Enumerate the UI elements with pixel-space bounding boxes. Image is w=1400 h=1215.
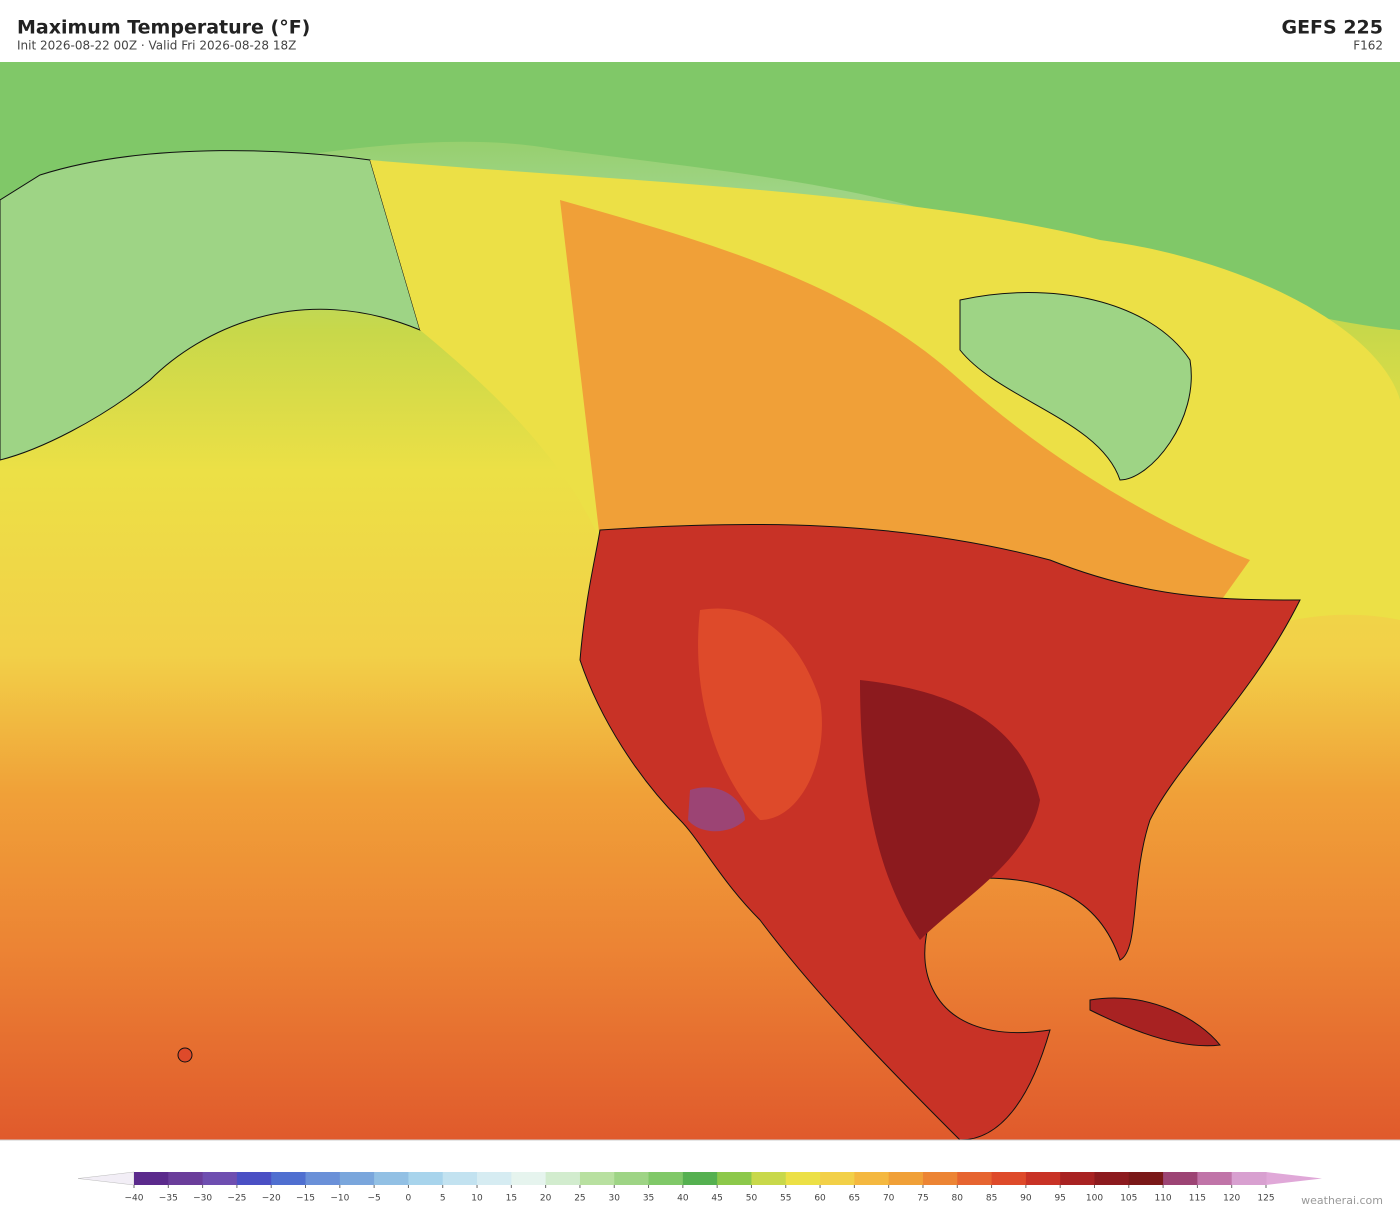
colorbar-tick-label: 10 [471, 1194, 483, 1204]
colorbar-swatch [785, 1172, 821, 1185]
colorbar-swatch [717, 1172, 752, 1185]
colorbar-tick-label: 95 [1054, 1194, 1065, 1204]
colorbar-swatch [1060, 1172, 1095, 1185]
colorbar-swatch [1231, 1172, 1267, 1185]
colorbar-swatch [339, 1172, 375, 1185]
colorbar-tick-label: 80 [952, 1194, 964, 1204]
colorbar-tick-label: 15 [506, 1194, 517, 1204]
colorbar-tick-label: −30 [193, 1194, 212, 1204]
colorbar-tick-label: 0 [406, 1194, 412, 1204]
colorbar-tick-label: −20 [262, 1194, 281, 1204]
colorbar-tick-label: 70 [883, 1194, 895, 1204]
hawaii [177, 1047, 193, 1063]
colorbar-swatch [648, 1172, 684, 1185]
colorbar-swatch [545, 1172, 581, 1185]
colorbar-swatch [820, 1172, 855, 1185]
colorbar-swatch [134, 1172, 169, 1185]
colorbar-swatch [991, 1172, 1027, 1185]
colorbar-tick-label: −10 [330, 1194, 349, 1204]
colorbar-swatch [614, 1172, 650, 1185]
colorbar-swatch [305, 1172, 341, 1185]
colorbar-swatch [408, 1172, 444, 1185]
colorbar-tick-label: 90 [1020, 1194, 1032, 1204]
model-label: GEFS 225 [1281, 17, 1383, 39]
colorbar-tick-label: 55 [780, 1194, 791, 1204]
colorbar-swatch [1094, 1172, 1130, 1185]
colorbar-tick-label: 110 [1154, 1194, 1171, 1204]
alaska [0, 150, 421, 461]
map [0, 62, 1400, 1141]
colorbar-tick-label: 60 [814, 1194, 826, 1204]
colorbar-swatch [1128, 1172, 1164, 1185]
colorbar-tick-label: 65 [849, 1194, 860, 1204]
colorbar-swatch [854, 1172, 890, 1185]
subtitle: Init 2026-08-22 00Z · Valid Fri 2026-08-… [17, 39, 296, 53]
forecast-hour: F162 [1353, 39, 1383, 53]
title: Maximum Temperature (°F) [17, 17, 310, 39]
cuba [1089, 997, 1221, 1047]
colorbar-swatch [1197, 1172, 1233, 1185]
colorbar-swatch [374, 1172, 409, 1185]
colorbar-tick-label: 20 [540, 1194, 552, 1204]
rockies [698, 608, 822, 820]
colorbar-tick-label: 120 [1223, 1194, 1240, 1204]
colorbar-swatch [922, 1172, 958, 1185]
colorbar-swatch [751, 1172, 787, 1185]
colorbar-swatch [511, 1172, 547, 1185]
colorbar-tick-label: 25 [574, 1194, 585, 1204]
colorbar-tick-label: 125 [1257, 1194, 1274, 1204]
colorbar-tick-label: 100 [1086, 1194, 1103, 1204]
colorbar-tick-label: 85 [986, 1194, 997, 1204]
colorbar-swatch [202, 1172, 238, 1185]
colorbar-tick-label: 75 [917, 1194, 928, 1204]
arctic-region [0, 62, 1400, 330]
colorbar-swatch [682, 1172, 718, 1185]
hudson-bay [959, 292, 1192, 481]
colorbar-tick-label: −25 [227, 1194, 246, 1204]
colorbar-swatch [236, 1172, 272, 1185]
colorbar-under [77, 1171, 135, 1186]
desert-hotspot [688, 787, 745, 832]
colorbar-tick-label: 35 [643, 1194, 654, 1204]
colorbar-swatch [1163, 1172, 1198, 1185]
colorbar-swatch [1025, 1172, 1061, 1185]
colorbar-tick-label: −40 [125, 1194, 144, 1204]
colorbar-tick-label: 40 [677, 1194, 689, 1204]
colorbar-tick-label: −35 [159, 1194, 178, 1204]
colorbar-tick-label: 5 [440, 1194, 446, 1204]
colorbar-swatch [957, 1172, 993, 1185]
colorbar-swatch [168, 1172, 204, 1185]
colorbar-over [1266, 1172, 1322, 1185]
colorbar-swatch [477, 1172, 512, 1185]
colorbar-swatch [579, 1172, 615, 1185]
colorbar-tick-label: 30 [609, 1194, 621, 1204]
colorbar-swatch [442, 1172, 478, 1185]
heat-core [860, 680, 1040, 940]
colorbar: −40 −35 −30 −25 −20 −15 −10 −5 0 5 10 15 20 25 30 35 40 4… [77, 1171, 1322, 1204]
colorbar-swatch [271, 1172, 307, 1185]
colorbar-swatch [888, 1172, 924, 1185]
colorbar-tick-label: 50 [746, 1194, 758, 1204]
colorbar-tick-label: 45 [711, 1194, 722, 1204]
colorbar-tick-label: 115 [1189, 1194, 1206, 1204]
colorbar-tick-label: −15 [296, 1194, 315, 1204]
colorbar-tick-label: 105 [1120, 1194, 1137, 1204]
colorbar-tick-label: −5 [367, 1194, 380, 1204]
credit: weatherai.com [1301, 1194, 1383, 1207]
